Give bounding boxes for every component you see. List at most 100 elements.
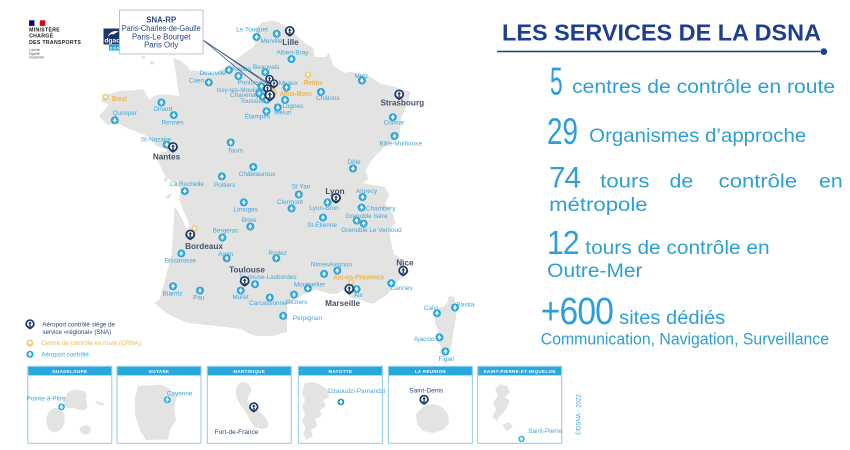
svg-text:Annecy: Annecy bbox=[356, 188, 378, 195]
svg-text:Nice: Nice bbox=[396, 259, 414, 268]
svg-text:Nîmes: Nîmes bbox=[311, 262, 329, 269]
svg-text:MINISTÈRE: MINISTÈRE bbox=[29, 25, 60, 33]
svg-text:DES TRANSPORTS: DES TRANSPORTS bbox=[29, 40, 81, 46]
svg-text:Pontoise: Pontoise bbox=[238, 80, 263, 87]
svg-text:Athis-Mons: Athis-Mons bbox=[280, 91, 312, 98]
svg-text:Clermont: Clermont bbox=[277, 199, 303, 206]
svg-text:Toussus: Toussus bbox=[240, 98, 263, 105]
svg-text:Égalité: Égalité bbox=[29, 51, 40, 56]
svg-text:MARTINIQUE: MARTINIQUE bbox=[233, 369, 265, 374]
svg-text:Bastia: Bastia bbox=[457, 302, 475, 309]
svg-text:74: 74 bbox=[549, 161, 580, 194]
svg-text:GUADELOUPE: GUADELOUPE bbox=[52, 369, 87, 374]
svg-text:Biscarosse: Biscarosse bbox=[165, 258, 197, 265]
svg-text:centres de contrôle en route: centres de contrôle en route bbox=[572, 76, 835, 98]
svg-text:Deauville: Deauville bbox=[199, 70, 226, 77]
svg-text:Pointe-à-Pitre: Pointe-à-Pitre bbox=[27, 395, 67, 402]
svg-text:Rouen: Rouen bbox=[232, 66, 251, 73]
svg-text:Reims: Reims bbox=[304, 80, 323, 87]
svg-text:5: 5 bbox=[550, 61, 563, 104]
svg-text:+600: +600 bbox=[541, 291, 613, 333]
svg-text:Merville: Merville bbox=[260, 38, 282, 45]
svg-text:Brive: Brive bbox=[242, 217, 257, 224]
svg-text:29: 29 bbox=[547, 111, 578, 152]
svg-text:sites dédiés: sites dédiés bbox=[619, 307, 725, 329]
svg-text:Saint-Pierre: Saint-Pierre bbox=[528, 428, 562, 435]
svg-text:Fort-de-France: Fort-de-France bbox=[215, 429, 259, 436]
svg-text:Beauvais: Beauvais bbox=[253, 64, 279, 71]
svg-text:Aix: Aix bbox=[354, 292, 364, 299]
svg-text:Bordeaux: Bordeaux bbox=[185, 242, 223, 251]
svg-text:Aéroport contrôlé siège de: Aéroport contrôlé siège de bbox=[42, 322, 115, 329]
svg-text:Chavenay: Chavenay bbox=[230, 92, 260, 99]
svg-text:Meaux: Meaux bbox=[279, 80, 299, 87]
svg-text:LA RÉUNION: LA RÉUNION bbox=[415, 369, 446, 374]
svg-text:Liberté: Liberté bbox=[29, 48, 40, 52]
svg-text:Aéroport contrôlé: Aéroport contrôlé bbox=[41, 351, 89, 358]
svg-text:Châteauroux: Châteauroux bbox=[239, 171, 276, 178]
svg-text:Lille: Lille bbox=[282, 38, 299, 47]
svg-text:CHARGÉ: CHARGÉ bbox=[29, 32, 54, 40]
svg-text:Albert-Bray: Albert-Bray bbox=[277, 50, 310, 57]
svg-text:Marseille: Marseille bbox=[325, 299, 360, 308]
svg-text:Melun: Melun bbox=[274, 110, 292, 117]
svg-text:Communication, Navigation, Sur: Communication, Navigation, Surveillance bbox=[541, 330, 829, 348]
svg-text:service «régional» (SNA): service «régional» (SNA) bbox=[42, 329, 111, 336]
svg-text:St Yan: St Yan bbox=[292, 184, 311, 191]
svg-text:Colmar: Colmar bbox=[384, 119, 405, 126]
svg-text:Grenoble Le Versoud: Grenoble Le Versoud bbox=[341, 227, 402, 234]
svg-text:Dinard: Dinard bbox=[153, 106, 172, 113]
svg-text:Béziers: Béziers bbox=[286, 299, 307, 306]
svg-text:dgac: dgac bbox=[105, 37, 121, 44]
svg-text:GUYANE: GUYANE bbox=[149, 369, 170, 374]
svg-text:en: en bbox=[819, 170, 843, 192]
svg-text:Rennes: Rennes bbox=[161, 120, 183, 127]
svg-text:Cayenne: Cayenne bbox=[167, 390, 193, 397]
svg-text:SNA-RP: SNA-RP bbox=[146, 16, 176, 25]
svg-text:Lognes: Lognes bbox=[282, 103, 303, 110]
svg-text:Muret: Muret bbox=[232, 294, 249, 301]
svg-text:Limoges: Limoges bbox=[234, 207, 258, 214]
svg-text:©DSNA - 2022: ©DSNA - 2022 bbox=[576, 394, 583, 435]
svg-text:Poitiers: Poitiers bbox=[214, 182, 235, 189]
svg-text:Pau: Pau bbox=[193, 295, 205, 302]
svg-text:Ajaccio: Ajaccio bbox=[414, 336, 435, 343]
svg-text:Metz: Metz bbox=[354, 73, 368, 80]
svg-text:Caen: Caen bbox=[189, 78, 205, 85]
svg-text:Le Touquet: Le Touquet bbox=[236, 26, 268, 33]
svg-text:Dzaoudzi-Pamandzi: Dzaoudzi-Pamandzi bbox=[328, 388, 385, 395]
svg-text:de: de bbox=[670, 170, 694, 192]
svg-text:Paris-Le Bourget: Paris-Le Bourget bbox=[132, 32, 191, 41]
svg-text:Saint-Denis: Saint-Denis bbox=[409, 388, 444, 395]
svg-text:Rodez: Rodez bbox=[268, 250, 286, 257]
svg-text:Grenoble Isère: Grenoble Isère bbox=[345, 213, 388, 220]
svg-text:12: 12 bbox=[547, 225, 579, 262]
svg-text:Outre-Mer: Outre-Mer bbox=[547, 260, 643, 282]
svg-text:Bâle-Mulhouse: Bâle-Mulhouse bbox=[379, 140, 422, 147]
svg-text:Perpignan: Perpignan bbox=[293, 315, 323, 322]
svg-text:tours de contrôle en: tours de contrôle en bbox=[585, 237, 769, 259]
svg-text:Lyon: Lyon bbox=[325, 187, 344, 196]
svg-text:Chambéry: Chambéry bbox=[366, 205, 396, 212]
svg-text:Fraternité: Fraternité bbox=[29, 56, 44, 60]
svg-text:DSNA: DSNA bbox=[110, 46, 125, 50]
svg-text:Montpellier: Montpellier bbox=[294, 282, 326, 289]
svg-text:Avignon: Avignon bbox=[329, 261, 352, 268]
svg-text:La Rochelle: La Rochelle bbox=[170, 181, 204, 188]
svg-text:Dôle: Dôle bbox=[347, 159, 361, 166]
svg-text:Aix-en-Provence: Aix-en-Provence bbox=[333, 275, 384, 282]
svg-text:contrôle: contrôle bbox=[719, 170, 797, 192]
svg-text:Brest: Brest bbox=[112, 96, 128, 103]
svg-text:Bergerac: Bergerac bbox=[213, 228, 240, 235]
svg-text:Nantes: Nantes bbox=[153, 153, 181, 162]
svg-text:Biarritz: Biarritz bbox=[163, 291, 183, 298]
svg-text:Toulouse-Lasbordes: Toulouse-Lasbordes bbox=[239, 274, 297, 281]
svg-text:Carcassonne: Carcassonne bbox=[249, 300, 287, 307]
svg-text:Centre de contrôle en route (C: Centre de contrôle en route (CRNA) bbox=[41, 340, 141, 347]
svg-text:Paris Orly: Paris Orly bbox=[144, 41, 178, 50]
svg-text:LES SERVICES DE LA DSNA: LES SERVICES DE LA DSNA bbox=[502, 20, 821, 46]
svg-text:St-Étienne: St-Étienne bbox=[307, 220, 337, 229]
svg-text:Issy-les-Moulineaux: Issy-les-Moulineaux bbox=[216, 87, 273, 94]
svg-text:MAYOTTE: MAYOTTE bbox=[328, 369, 352, 374]
svg-text:Lyon-Bron: Lyon-Bron bbox=[309, 205, 339, 212]
